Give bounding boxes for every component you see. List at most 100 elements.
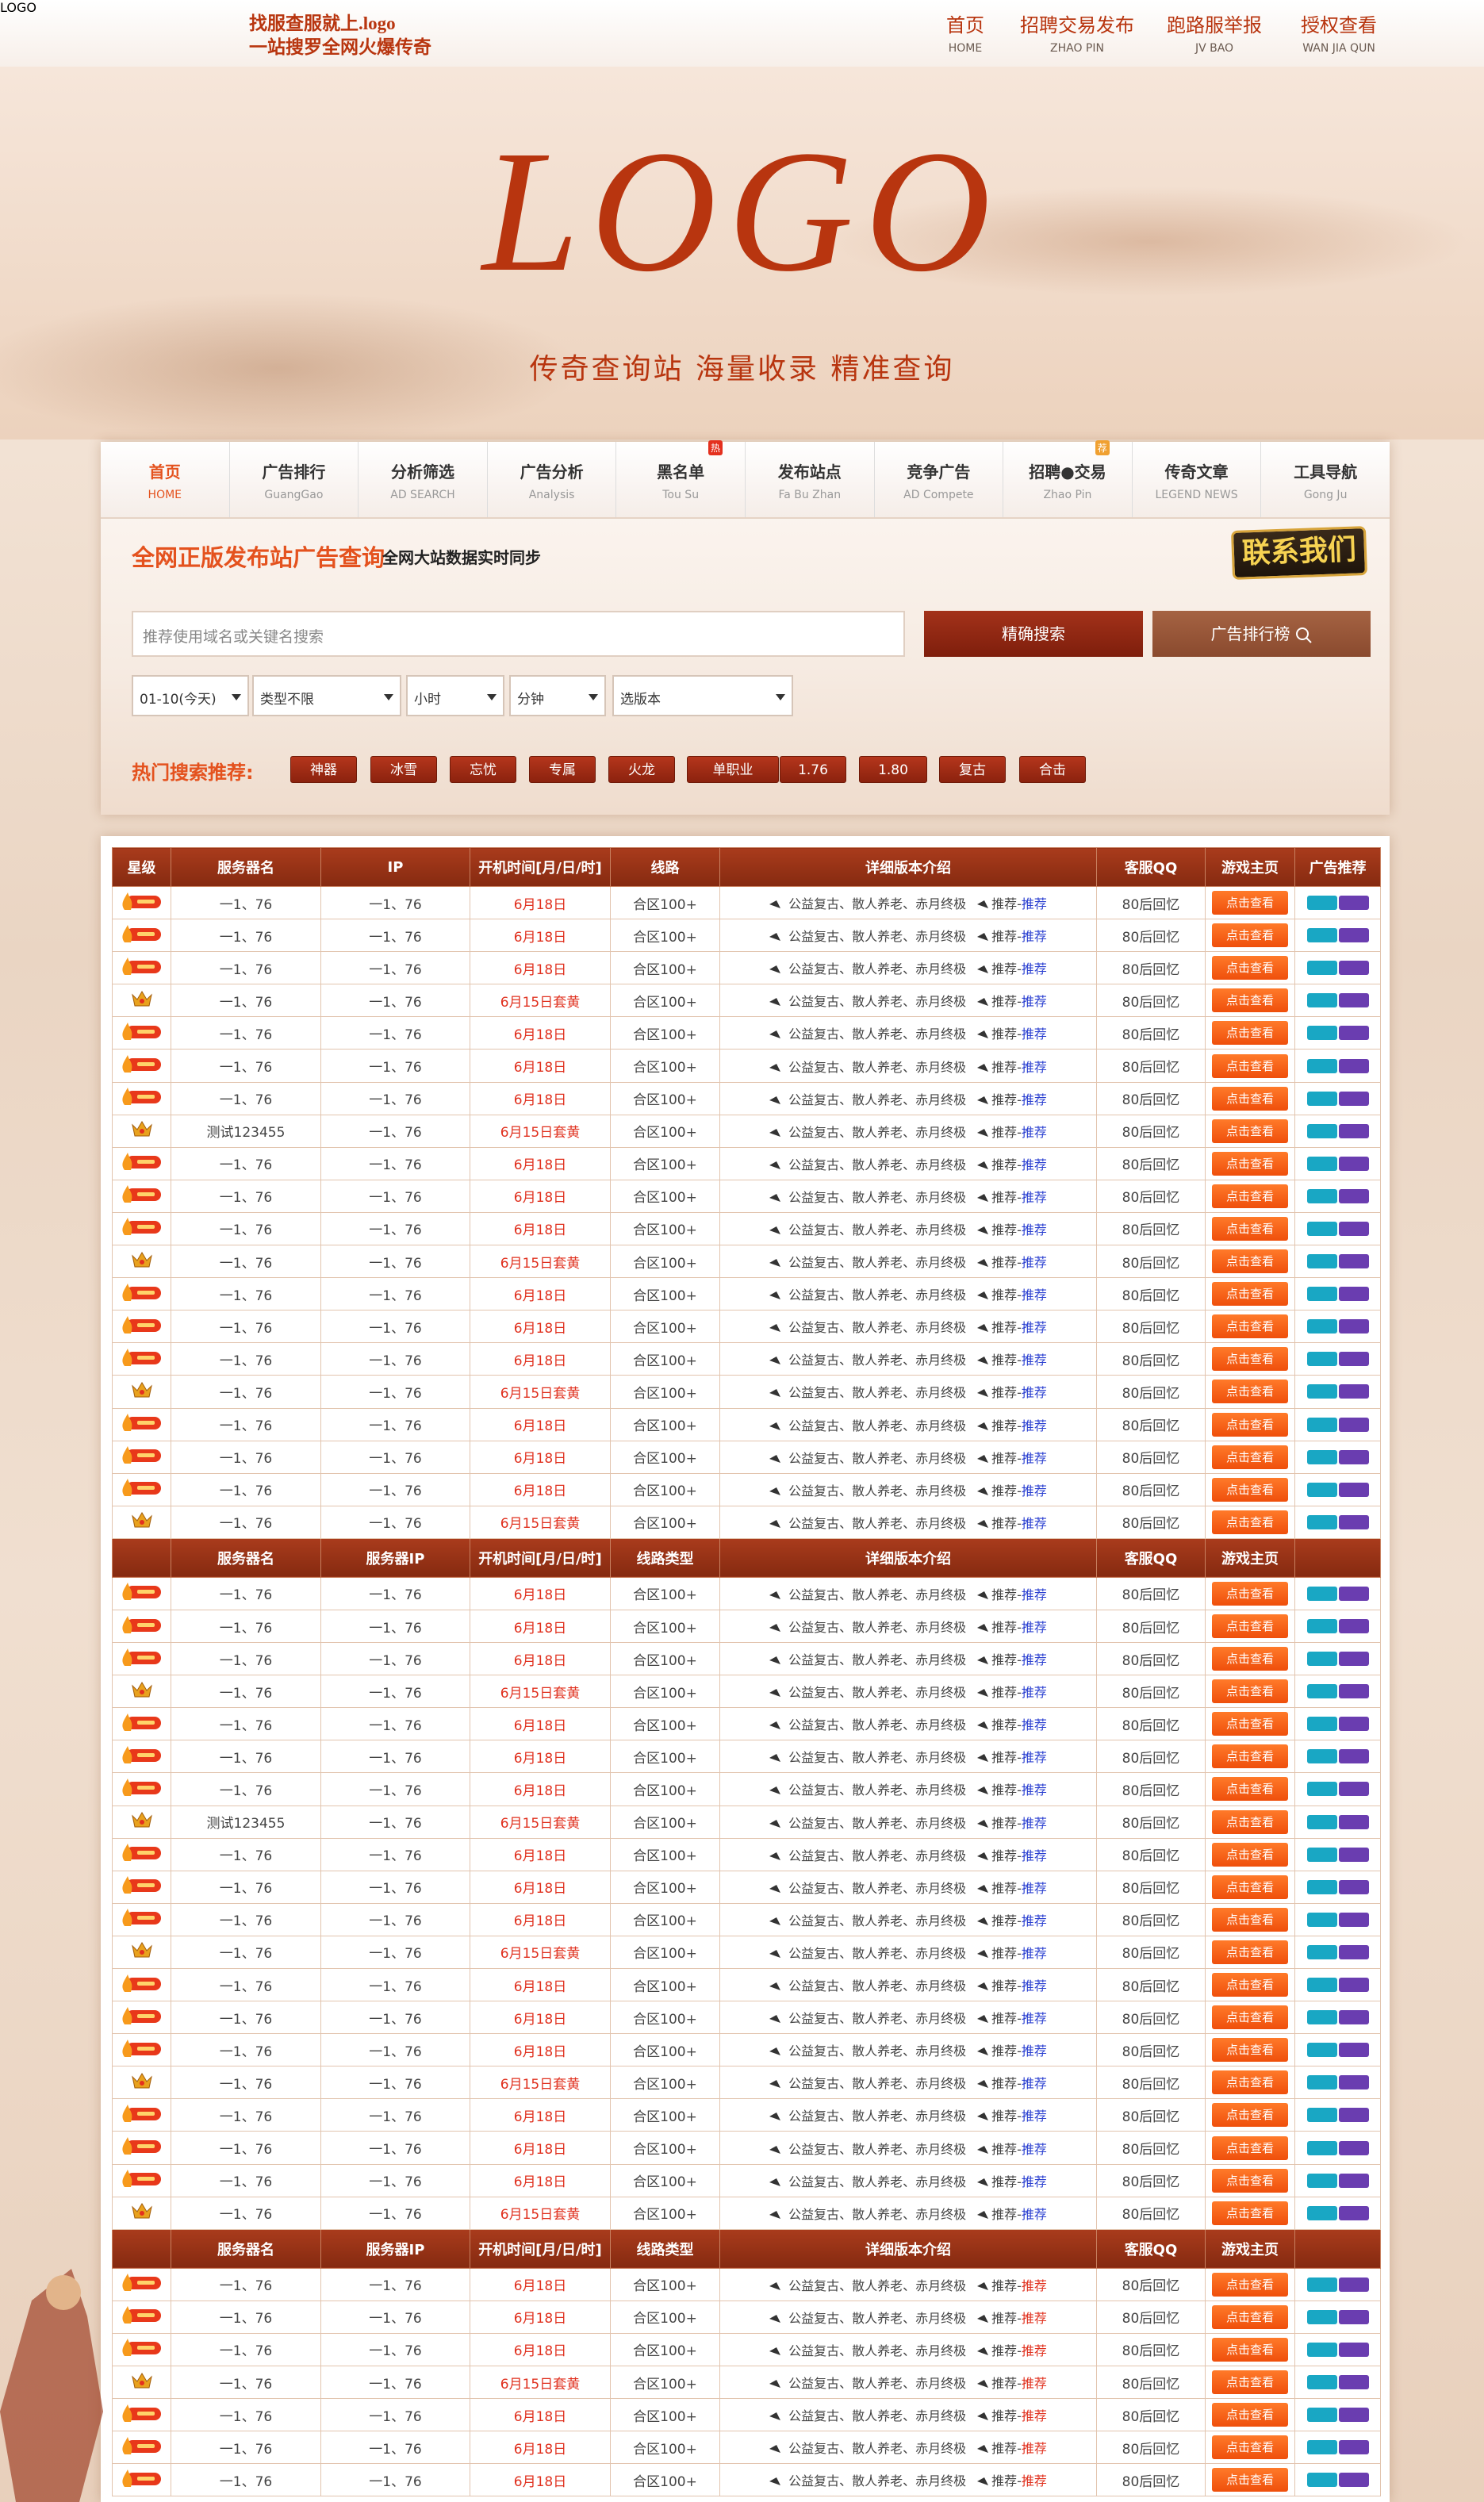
view-button[interactable]: 点击查看 bbox=[1212, 1614, 1288, 1639]
view-button[interactable]: 点击查看 bbox=[1212, 1282, 1288, 1307]
hot-tag[interactable]: 1.80 bbox=[859, 756, 927, 783]
view-button[interactable]: 点击查看 bbox=[1212, 1086, 1288, 1111]
select[interactable]: 小时 bbox=[406, 675, 504, 716]
view-button[interactable]: 点击查看 bbox=[1212, 988, 1288, 1013]
view-button[interactable]: 点击查看 bbox=[1212, 1053, 1288, 1078]
view-button[interactable]: 点击查看 bbox=[1212, 1744, 1288, 1769]
tab[interactable]: 分析筛选 AD SEARCH bbox=[359, 442, 488, 517]
view-button[interactable]: 点击查看 bbox=[1212, 1380, 1288, 1404]
hot-tag[interactable]: 冰雪 bbox=[370, 756, 437, 783]
tab[interactable]: 工具导航 Gong Ju bbox=[1261, 442, 1390, 517]
view-button[interactable]: 点击查看 bbox=[1212, 2403, 1288, 2427]
view-button[interactable]: 点击查看 bbox=[1212, 2272, 1288, 2297]
view-button[interactable]: 点击查看 bbox=[1212, 1249, 1288, 1274]
view-button[interactable]: 点击查看 bbox=[1212, 1842, 1288, 1867]
select[interactable]: 类型不限 bbox=[252, 675, 401, 716]
view-button[interactable]: 点击查看 bbox=[1212, 1412, 1288, 1437]
view-button[interactable]: 点击查看 bbox=[1212, 923, 1288, 948]
top-nav-item[interactable]: 跑路服举报 JV BAO bbox=[1143, 10, 1286, 55]
hot-tag[interactable]: 复古 bbox=[939, 756, 1006, 783]
tab[interactable]: 传奇文章 LEGEND NEWS bbox=[1133, 442, 1262, 517]
select[interactable]: 选版本 bbox=[612, 675, 793, 716]
contact-button[interactable]: 联系我们 bbox=[1230, 526, 1368, 580]
view-button[interactable]: 点击查看 bbox=[1212, 1314, 1288, 1339]
home-cell: 点击查看 bbox=[1205, 2431, 1295, 2465]
view-button[interactable]: 点击查看 bbox=[1212, 891, 1288, 915]
column-header: 广告推荐 bbox=[1294, 847, 1381, 887]
rank-button[interactable]: 广告排行榜 bbox=[1152, 611, 1371, 657]
server-name: 一1、76 bbox=[171, 1967, 321, 2002]
top-nav-item[interactable]: 首页 HOME bbox=[894, 10, 1037, 55]
view-button[interactable]: 点击查看 bbox=[1212, 1510, 1288, 1534]
hot-tag[interactable]: 忘忧 bbox=[450, 756, 516, 783]
view-button[interactable]: 点击查看 bbox=[1212, 1445, 1288, 1469]
view-button[interactable]: 点击查看 bbox=[1212, 1777, 1288, 1802]
ad-cell bbox=[1294, 1179, 1381, 1213]
view-button[interactable]: 点击查看 bbox=[1212, 1647, 1288, 1671]
view-button[interactable]: 点击查看 bbox=[1212, 2070, 1288, 2095]
server-ip: 一1、76 bbox=[320, 2366, 470, 2400]
column-header: 详细版本介绍 bbox=[719, 2228, 1097, 2269]
view-button[interactable]: 点击查看 bbox=[1212, 1477, 1288, 1502]
view-button[interactable]: 点击查看 bbox=[1212, 2136, 1288, 2160]
hot-icon bbox=[121, 1218, 161, 1236]
server-ip: 一1、76 bbox=[320, 1081, 470, 1115]
view-button[interactable]: 点击查看 bbox=[1212, 1875, 1288, 1899]
tab[interactable]: 竞争广告 AD Compete bbox=[875, 442, 1004, 517]
search-input[interactable]: 推荐使用域名或关键名搜索 bbox=[132, 611, 905, 657]
view-button[interactable]: 点击查看 bbox=[1212, 2468, 1288, 2492]
tab[interactable]: 发布站点 Fa Bu Zhan bbox=[746, 442, 875, 517]
view-button[interactable]: 点击查看 bbox=[1212, 2435, 1288, 2460]
top-nav-item[interactable]: 授权查看 WAN JIA QUN bbox=[1267, 10, 1410, 55]
desc-text: 公益复古、散人养老、赤月终极 bbox=[788, 1685, 967, 1701]
select[interactable]: 01-10(今天) bbox=[132, 675, 249, 716]
search-button[interactable]: 精确搜索 bbox=[924, 611, 1143, 657]
tab[interactable]: 广告分析 Analysis bbox=[488, 442, 617, 517]
view-button[interactable]: 点击查看 bbox=[1212, 2370, 1288, 2395]
ad-badge bbox=[1306, 1749, 1337, 1764]
qq: 80后回忆 bbox=[1096, 1179, 1206, 1213]
view-button[interactable]: 点击查看 bbox=[1212, 2304, 1288, 2329]
hot-tag[interactable]: 神器 bbox=[290, 756, 357, 783]
view-button[interactable]: 点击查看 bbox=[1212, 2005, 1288, 2030]
view-button[interactable]: 点击查看 bbox=[1212, 2337, 1288, 2362]
view-button[interactable]: 点击查看 bbox=[1212, 2038, 1288, 2063]
view-button[interactable]: 点击查看 bbox=[1212, 1712, 1288, 1736]
home-cell: 点击查看 bbox=[1205, 1707, 1295, 1741]
line-type: 合区100+ bbox=[610, 1609, 720, 1644]
view-button[interactable]: 点击查看 bbox=[1212, 1184, 1288, 1208]
view-button[interactable]: 点击查看 bbox=[1212, 1940, 1288, 1964]
view-button[interactable]: 点击查看 bbox=[1212, 1021, 1288, 1046]
view-button[interactable]: 点击查看 bbox=[1212, 2103, 1288, 2128]
view-button[interactable]: 点击查看 bbox=[1212, 1973, 1288, 1997]
view-button[interactable]: 点击查看 bbox=[1212, 1216, 1288, 1241]
view-button[interactable]: 点击查看 bbox=[1212, 1809, 1288, 1834]
view-button[interactable]: 点击查看 bbox=[1212, 1151, 1288, 1176]
tab[interactable]: 招聘●交易 Zhao Pin 荐 bbox=[1003, 440, 1133, 517]
column-header bbox=[1294, 1537, 1381, 1578]
desc-tag-link: 推荐 bbox=[1021, 1092, 1047, 1107]
top-nav-item[interactable]: 招聘交易发布 ZHAO PIN bbox=[1006, 10, 1148, 55]
tab[interactable]: 广告排行 GuangGao bbox=[230, 442, 359, 517]
view-button[interactable]: 点击查看 bbox=[1212, 1347, 1288, 1372]
ad-cell bbox=[1294, 1935, 1381, 1970]
view-button[interactable]: 点击查看 bbox=[1212, 1119, 1288, 1143]
tab[interactable]: 黑名单 Tou Su 热 bbox=[616, 440, 746, 517]
select[interactable]: 分钟 bbox=[509, 675, 606, 716]
hot-tag[interactable]: 1.76 bbox=[780, 756, 846, 783]
arrow-icon bbox=[769, 1063, 781, 1072]
tab[interactable]: 首页 HOME bbox=[101, 442, 230, 517]
hot-tag[interactable]: 单职业 bbox=[687, 756, 779, 783]
view-button[interactable]: 点击查看 bbox=[1212, 1907, 1288, 1932]
hot-tag[interactable]: 火龙 bbox=[608, 756, 675, 783]
view-button[interactable]: 点击查看 bbox=[1212, 1581, 1288, 1606]
server-ip: 一1、76 bbox=[320, 1707, 470, 1741]
view-button[interactable]: 点击查看 bbox=[1212, 956, 1288, 980]
arrow-icon bbox=[769, 1689, 781, 1698]
hot-tag[interactable]: 专属 bbox=[529, 756, 596, 783]
view-button[interactable]: 点击查看 bbox=[1212, 1679, 1288, 1704]
view-button[interactable]: 点击查看 bbox=[1212, 2168, 1288, 2193]
hot-tag[interactable]: 合击 bbox=[1019, 756, 1086, 783]
column-header: 游戏主页 bbox=[1205, 2228, 1295, 2269]
view-button[interactable]: 点击查看 bbox=[1212, 2201, 1288, 2225]
